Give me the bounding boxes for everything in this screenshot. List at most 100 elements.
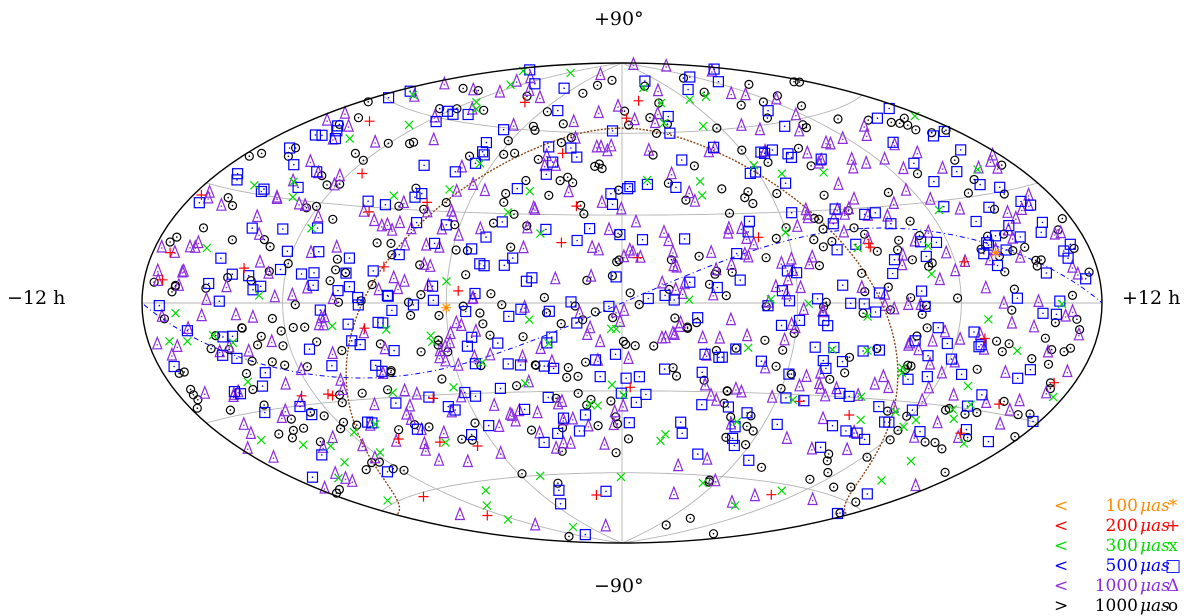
data-point xyxy=(819,387,831,402)
data-point xyxy=(566,68,575,78)
data-point xyxy=(392,280,404,295)
legend-symbol: * xyxy=(1168,496,1178,516)
data-point xyxy=(316,449,328,461)
data-point xyxy=(843,390,855,402)
data-point xyxy=(188,390,198,400)
data-point xyxy=(326,360,338,372)
data-point xyxy=(776,285,789,297)
data-point xyxy=(480,231,492,243)
data-point xyxy=(1062,252,1074,264)
data-point xyxy=(617,397,629,412)
data-point xyxy=(471,97,481,107)
data-point xyxy=(999,396,1009,406)
data-point xyxy=(834,387,846,399)
data-point xyxy=(658,363,671,375)
data-point xyxy=(701,450,713,465)
data-point xyxy=(888,300,900,315)
data-point xyxy=(609,403,621,418)
data-point xyxy=(844,352,855,362)
data-point xyxy=(649,341,659,351)
data-point xyxy=(704,279,715,289)
data-point xyxy=(970,215,982,228)
data-point xyxy=(741,327,753,342)
data-point xyxy=(534,424,545,439)
data-point xyxy=(401,405,412,420)
data-point xyxy=(558,434,569,449)
data-point xyxy=(721,291,731,301)
data-point xyxy=(790,106,802,121)
data-point xyxy=(544,190,554,200)
data-point xyxy=(841,441,853,456)
data-point xyxy=(340,457,349,467)
data-point xyxy=(578,88,588,98)
data-point xyxy=(741,230,752,244)
data-point xyxy=(267,313,277,324)
data-point xyxy=(878,416,891,428)
data-point xyxy=(811,293,824,305)
data-point xyxy=(531,360,541,370)
data-point xyxy=(888,254,901,266)
data-point xyxy=(694,251,704,261)
data-point xyxy=(451,183,463,197)
data-point xyxy=(662,110,674,123)
data-point xyxy=(885,435,895,445)
data-point xyxy=(782,148,794,160)
data-point xyxy=(441,438,450,448)
data-point xyxy=(165,247,176,258)
data-point xyxy=(951,166,963,178)
data-point xyxy=(361,465,371,475)
data-point xyxy=(1040,384,1052,399)
data-point xyxy=(846,151,858,165)
data-point xyxy=(467,81,479,96)
data-point xyxy=(748,426,758,436)
data-point xyxy=(280,375,291,390)
data-point xyxy=(300,322,310,332)
legend-compare: < xyxy=(1054,496,1069,516)
data-point xyxy=(851,427,863,439)
data-point xyxy=(381,466,394,478)
right-ra-label: +12 h xyxy=(1122,287,1181,309)
data-point xyxy=(966,400,976,410)
data-point xyxy=(668,363,678,373)
data-point xyxy=(1000,364,1011,378)
data-point xyxy=(585,399,595,409)
data-point xyxy=(879,150,890,165)
data-point xyxy=(421,203,433,218)
data-point xyxy=(416,347,426,357)
data-point xyxy=(759,359,771,374)
data-point xyxy=(466,331,478,343)
north-pole-label: +90° xyxy=(594,8,644,30)
data-point xyxy=(762,105,774,117)
data-point xyxy=(472,441,483,451)
data-point xyxy=(991,336,1002,346)
data-point xyxy=(251,208,263,223)
data-point xyxy=(722,401,735,413)
data-point xyxy=(364,206,375,217)
legend-row: <500 μas □ xyxy=(1048,556,1184,576)
data-point xyxy=(196,190,207,200)
data-point xyxy=(862,452,872,462)
data-point xyxy=(1025,409,1035,419)
data-point xyxy=(369,449,381,464)
data-point xyxy=(293,195,305,210)
data-point xyxy=(823,467,833,478)
data-point xyxy=(298,440,308,450)
data-point xyxy=(538,436,550,448)
data-point xyxy=(960,424,973,436)
data-point xyxy=(603,300,615,312)
data-point xyxy=(603,221,615,236)
data-point xyxy=(538,360,550,372)
data-point xyxy=(327,345,338,359)
legend-row: <100 μas * xyxy=(1048,496,1184,516)
data-point xyxy=(416,188,428,200)
data-point xyxy=(411,385,423,400)
data-point xyxy=(862,346,872,356)
data-point xyxy=(753,232,764,243)
data-point xyxy=(182,336,192,346)
data-point xyxy=(1065,343,1076,353)
data-point xyxy=(517,348,528,363)
data-point xyxy=(493,418,505,432)
data-point xyxy=(1004,401,1016,416)
data-point xyxy=(660,57,672,72)
data-point xyxy=(193,197,205,209)
